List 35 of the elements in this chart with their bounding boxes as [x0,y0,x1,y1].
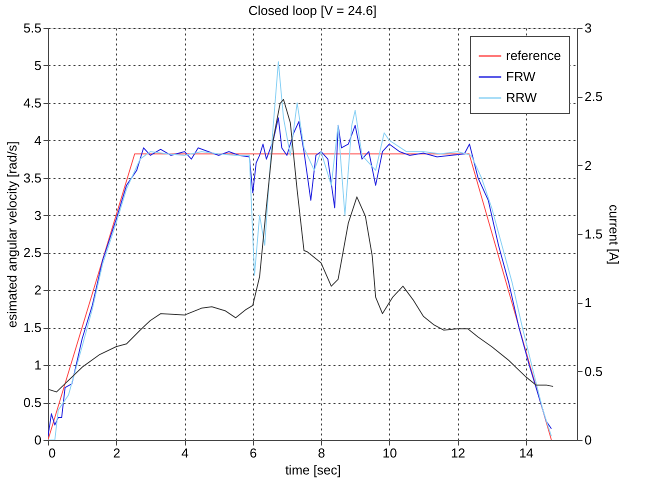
y-tick-label: 2.5 [23,245,42,260]
y-tick-label: 4.5 [23,95,42,110]
y-tick-label: 4 [34,132,42,148]
x-tick-label: 10 [382,446,398,460]
y-tick-label: 5 [34,58,42,73]
line-series [48,61,552,440]
x-tick-label: 2 [113,446,120,460]
y2-tick-label: 2 [584,158,592,173]
legend-label: RRW [506,90,538,105]
y-tick-label: 0 [34,432,42,448]
y-tick-label: 1 [34,358,42,373]
x-tick-label: 6 [250,446,257,460]
y2-tick-label: 0 [584,432,592,448]
legend-label: FRW [506,69,536,84]
y-tick-label: 1.5 [23,320,42,336]
legend-label: reference [506,48,561,63]
y2-tick-label: 1 [584,295,592,310]
x-axis-title: time [sec] [285,462,341,478]
y2-tick-label: 1.5 [584,226,603,242]
y-tick-label: 3 [34,208,42,223]
x-tick-label: 14 [519,446,534,460]
y-axis-title: esimated angular velocity [rad/s] [4,141,20,328]
x-tick-label: 0 [48,446,56,460]
x-tick-label: 8 [318,446,326,460]
y2-tick-label: 3 [584,20,592,36]
y2-axis-title: current [A] [606,204,622,264]
x-tick-label: 4 [181,446,189,460]
x-tick-label: 12 [450,446,466,460]
y-tick-label: 2 [34,282,42,298]
y-tick-label: 3.5 [23,170,42,186]
y2-tick-label: 2.5 [584,89,603,104]
y2-tick-label: 0.5 [584,364,603,379]
chart-title: Closed loop [V = 24.6] [248,3,377,18]
y-tick-label: 0.5 [23,395,42,410]
y-tick-label: 5.5 [23,20,42,36]
